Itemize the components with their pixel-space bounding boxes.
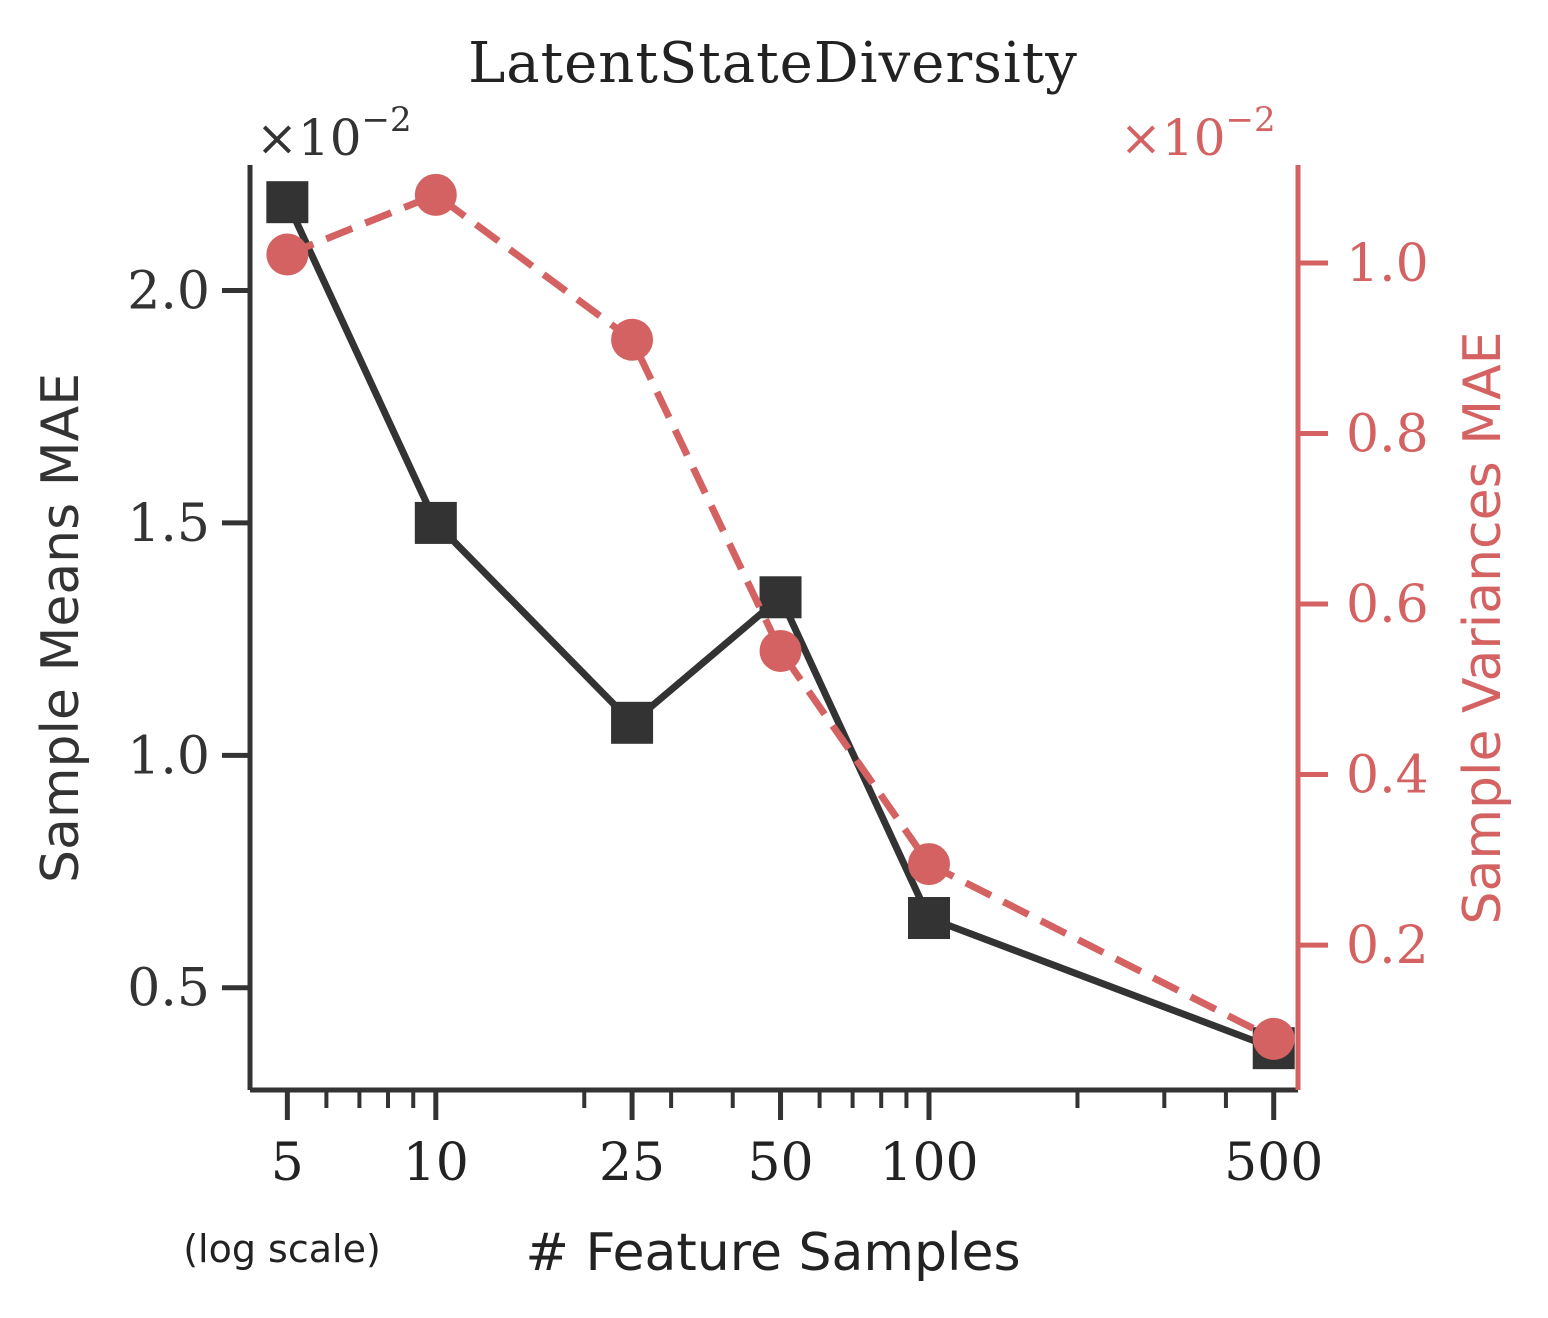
series-2-point	[1252, 1017, 1295, 1060]
plot-area: 5 10 25 50 100 500 0.5 1.0 1.5 2.0 0.2 0.4 0.6 0.8 1.0	[127, 165, 1429, 1193]
y-right-tick-label: 0.6	[1346, 575, 1429, 635]
series-1-line	[284, 200, 1275, 1052]
svg-text:×10−2: ×10−2	[1120, 100, 1276, 167]
right-multiplier-base: ×10	[1120, 109, 1226, 167]
y-right-tick-label: 0.2	[1346, 916, 1429, 976]
chart-title: LatentStateDiversity	[468, 31, 1078, 96]
series-2-point	[908, 843, 951, 886]
series-1-point	[908, 897, 951, 940]
series-2-point	[266, 233, 309, 276]
y-left-tick-label: 1.5	[127, 494, 210, 554]
y-right-tick-label: 0.8	[1346, 405, 1429, 465]
left-multiplier-base: ×10	[256, 109, 362, 167]
y-right-axis-label: Sample Variances MAE	[1453, 331, 1513, 924]
series-1-point	[611, 701, 654, 744]
y-right-tick-label: 0.4	[1346, 746, 1429, 806]
series-1-point	[759, 576, 802, 619]
x-tick-label: 100	[879, 1133, 978, 1193]
series-2-point	[414, 173, 457, 216]
x-tick-label: 10	[403, 1133, 469, 1193]
right-multiplier: ×10−2	[1120, 100, 1276, 167]
x-axis-label: # Feature Samples	[525, 1223, 1020, 1283]
series-1-point	[414, 501, 457, 544]
y-right-tick-label: 1.0	[1346, 234, 1429, 294]
y-left-tick-label: 0.5	[127, 959, 210, 1019]
svg-text:×10−2: ×10−2	[256, 100, 412, 167]
series-2-line	[285, 191, 1276, 1042]
y-left-axis-label: Sample Means MAE	[31, 373, 91, 883]
y-left-tick-label: 2.0	[127, 262, 210, 322]
x-tick-label: 5	[271, 1133, 304, 1193]
left-multiplier-exponent: −2	[362, 100, 412, 140]
right-multiplier-exponent: −2	[1226, 100, 1276, 140]
series-2-point	[611, 318, 654, 361]
series-1-point	[266, 181, 309, 224]
x-tick-label: 50	[747, 1133, 813, 1193]
y-left-tick-label: 1.0	[127, 726, 210, 786]
x-axis-scale-note: (log scale)	[183, 1227, 381, 1271]
x-tick-label: 25	[599, 1133, 665, 1193]
x-tick-label: 500	[1224, 1133, 1323, 1193]
left-multiplier: ×10−2	[256, 100, 412, 167]
series-2-point	[759, 629, 802, 672]
